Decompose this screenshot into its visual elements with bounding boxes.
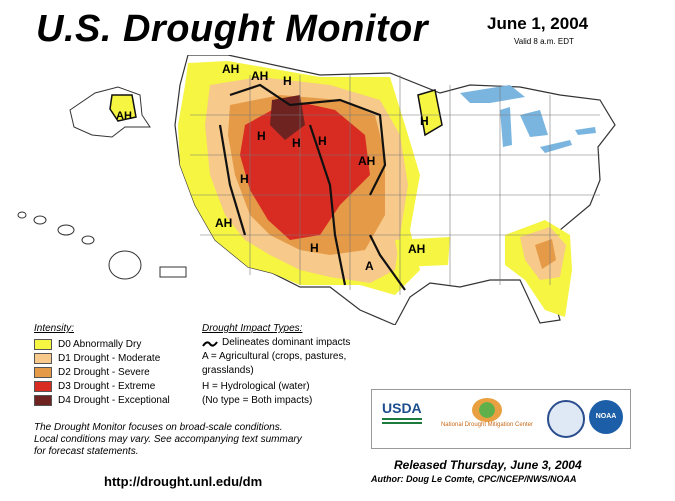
- legend-swatch-d1: [34, 353, 52, 364]
- legend-item-d3: D3 Drought - Extreme: [34, 380, 155, 393]
- released-date: Released Thursday, June 3, 2004: [394, 458, 582, 472]
- hawaii-inset: [17, 211, 142, 280]
- map-label-h-3: H: [292, 136, 301, 150]
- legend-label-d4: D4 Drought - Exceptional: [58, 395, 170, 406]
- legend-label-d1: D1 Drought - Moderate: [58, 353, 161, 364]
- hawaii-island-4: [81, 235, 95, 245]
- valid-time: Valid 8 a.m. EDT: [514, 37, 574, 46]
- alaska-inset: AH: [69, 86, 151, 138]
- drought-map: AH AH AH H: [17, 55, 616, 325]
- lake-erie: [540, 140, 572, 153]
- map-label-ah-sw: AH: [215, 216, 232, 230]
- intensity-heading: Intensity:: [34, 323, 75, 334]
- note-line-3: for forecast statements.: [34, 446, 139, 457]
- legend-swatch-d4: [34, 395, 52, 406]
- impact-line-2: grasslands): [202, 365, 254, 376]
- map-label-ah-north: AH: [222, 62, 239, 76]
- alaska-shape: [69, 86, 151, 138]
- legend-label-d3: D3 Drought - Extreme: [58, 381, 156, 392]
- map-date: June 1, 2004: [487, 14, 589, 33]
- hawaii-island-1: [17, 211, 27, 219]
- lake-michigan: [500, 107, 512, 147]
- commerce-seal: [547, 400, 585, 438]
- ndmc-text: National Drought Mitigation Center: [440, 422, 534, 428]
- lake-ontario: [575, 127, 596, 135]
- map-label-ah-west: AH: [251, 69, 268, 83]
- legend-swatch-d3: [34, 381, 52, 392]
- d3-west: [240, 100, 370, 240]
- map-label-h-7: H: [420, 114, 429, 128]
- legend-swatch-d2: [34, 367, 52, 378]
- map-label-h-5: H: [240, 172, 249, 186]
- drought-note: The Drought Monitor focuses on broad-sca…: [34, 422, 354, 458]
- hawaii-island-2: [33, 215, 47, 225]
- legend-swatch-d0: [34, 339, 52, 350]
- impact-line-3: H = Hydrological (water): [202, 381, 310, 392]
- legend-item-d4: D4 Drought - Exceptional: [34, 394, 170, 407]
- alaska-d0: [109, 94, 137, 122]
- note-line-2: Local conditions may vary. See accompany…: [34, 434, 302, 445]
- impact-line-icon: [202, 341, 218, 347]
- map-label-h-6: H: [310, 241, 319, 255]
- map-label-h-4: H: [318, 134, 327, 148]
- noaa-text: NOAA: [595, 413, 617, 420]
- map-label-ah-alaska: AH: [116, 110, 132, 122]
- puerto-rico: [159, 266, 187, 278]
- impact-boundaries: [218, 83, 406, 291]
- hawaii-island-3: [57, 224, 75, 236]
- ndmc-icon: [472, 398, 502, 422]
- lake-superior: [460, 85, 525, 103]
- map-label-ah-south: AH: [408, 242, 425, 256]
- author-credit: Author: Doug Le Comte, CPC/NCEP/NWS/NOAA: [371, 474, 577, 484]
- map-label-h-1: H: [283, 74, 292, 88]
- d2-southeast: [535, 239, 556, 269]
- ndmc-logo: National Drought Mitigation Center: [432, 398, 542, 442]
- legend-item-d2: D2 Drought - Severe: [34, 366, 150, 379]
- hawaii-island-5: [108, 250, 142, 280]
- d0-minnesota: [417, 89, 443, 137]
- lake-huron: [520, 110, 548, 137]
- legend-item-d0: D0 Abnormally Dry: [34, 338, 141, 351]
- map-label-a-1: A: [365, 259, 374, 273]
- drought-url[interactable]: http://drought.unl.edu/dm: [104, 474, 263, 489]
- d0-arkansas: [395, 237, 450, 267]
- impact-line-4: (No type = Both impacts): [202, 395, 313, 406]
- map-title: U.S. Drought Monitor: [36, 8, 429, 50]
- map-label-ah-central: AH: [358, 154, 375, 168]
- impact-line-1: A = Agricultural (crops, pastures,: [202, 351, 347, 362]
- note-line-1: The Drought Monitor focuses on broad-sca…: [34, 422, 283, 433]
- logo-panel: USDA National Drought Mitigation Center …: [371, 389, 631, 449]
- legend-label-d0: D0 Abnormally Dry: [58, 339, 142, 350]
- legend-item-d1: D1 Drought - Moderate: [34, 352, 160, 365]
- usda-stripes: [382, 418, 422, 426]
- map-label-h-2: H: [257, 129, 266, 143]
- legend-label-d2: D2 Drought - Severe: [58, 367, 150, 378]
- impact-heading: Drought Impact Types:: [202, 323, 303, 334]
- noaa-logo: NOAA: [589, 400, 623, 434]
- usda-text: USDA: [382, 400, 422, 416]
- d4-west: [270, 95, 305, 140]
- impact-line-0: Delineates dominant impacts: [222, 337, 351, 348]
- state-lines: [190, 75, 600, 295]
- usda-logo: USDA: [382, 400, 422, 434]
